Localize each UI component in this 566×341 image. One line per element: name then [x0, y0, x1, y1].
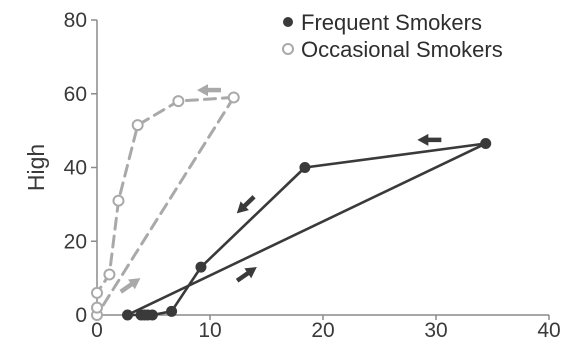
- y-axis-title: High: [23, 144, 49, 191]
- x-tick-label: 20: [311, 319, 334, 341]
- series-frequent: [122, 138, 492, 321]
- y-tick-label: 80: [64, 9, 87, 32]
- data-point: [227, 91, 240, 104]
- arrow-head: [127, 278, 141, 290]
- arrow-head: [236, 201, 249, 214]
- y-tick-label: 60: [64, 83, 87, 106]
- x-tick-label: 10: [198, 319, 221, 341]
- axes: 0 20 40 60 80 0 10 20 30 40 High: [23, 9, 561, 341]
- legend-marker: [283, 17, 293, 27]
- data-point: [122, 309, 134, 321]
- series-occasional: [91, 91, 240, 321]
- data-point: [131, 119, 144, 132]
- direction-arrow: [235, 267, 257, 283]
- data-point: [91, 301, 103, 314]
- direction-arrow: [417, 133, 442, 146]
- series-closing-line: [95, 95, 236, 317]
- data-point: [172, 95, 185, 108]
- y-tick-label: 20: [64, 230, 87, 253]
- legend-marker: [282, 43, 294, 55]
- arrow-head: [417, 133, 429, 146]
- data-point: [103, 268, 116, 281]
- data-point: [195, 261, 207, 273]
- plot-area: [91, 84, 492, 321]
- data-point: [146, 309, 158, 321]
- direction-arrow: [119, 278, 141, 294]
- data-point: [112, 194, 125, 207]
- data-point: [299, 162, 311, 173]
- arrow-head: [197, 84, 208, 97]
- data-point: [91, 286, 103, 299]
- x-tick-label: 40: [537, 319, 560, 341]
- x-tick-label: 30: [424, 319, 447, 341]
- legend-label: Frequent Smokers: [301, 10, 482, 35]
- y-tick-label: 0: [75, 304, 87, 327]
- data-point: [480, 138, 492, 150]
- series-closing-line: [126, 142, 488, 317]
- legend-item-frequent: Frequent Smokers: [283, 10, 482, 35]
- direction-arrow: [197, 84, 221, 97]
- y-tick-label: 40: [64, 157, 87, 180]
- legend-item-occasional: Occasional Smokers: [282, 37, 503, 62]
- legend-label: Occasional Smokers: [301, 37, 503, 62]
- direction-arrow: [236, 195, 256, 214]
- data-point: [166, 305, 178, 317]
- arrow-head: [244, 267, 257, 279]
- x-tick-label: 0: [91, 319, 103, 341]
